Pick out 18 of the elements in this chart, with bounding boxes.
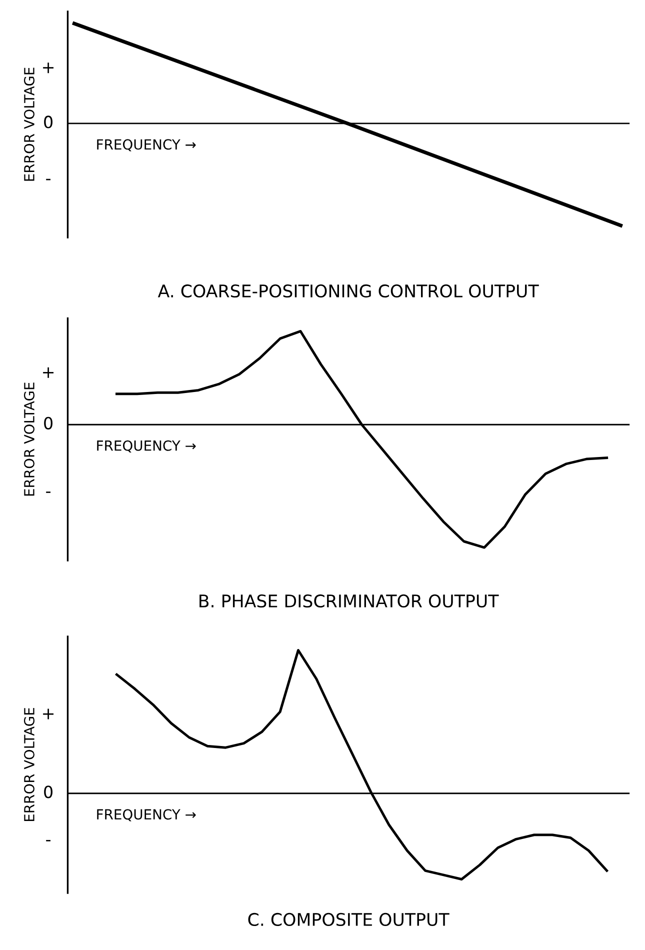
y-axis-title: ERROR VOLTAGE	[24, 708, 34, 822]
annotation: FREQUENCY →	[97, 440, 196, 452]
text: -	[46, 492, 50, 493]
annotation: FREQUENCY →	[97, 139, 196, 152]
text: +	[43, 708, 54, 720]
text: +	[43, 367, 54, 378]
y-axis-title: ERROR VOLTAGE	[24, 382, 34, 496]
text: C. COMPOSITE OUTPUT	[248, 912, 450, 926]
text: B. PHASE DISCRIMINATOR OUTPUT	[200, 594, 499, 608]
text: +	[43, 62, 54, 74]
annotation: FREQUENCY →	[97, 809, 196, 822]
y-axis-title: ERROR VOLTAGE	[24, 68, 34, 181]
text: 0	[44, 786, 52, 798]
text: -	[46, 178, 50, 180]
text: 0	[44, 416, 52, 430]
text: A. COARSE-POSITIONING CONTROL OUTPUT	[158, 284, 539, 298]
text: 0	[44, 116, 52, 128]
text: -	[46, 840, 50, 842]
